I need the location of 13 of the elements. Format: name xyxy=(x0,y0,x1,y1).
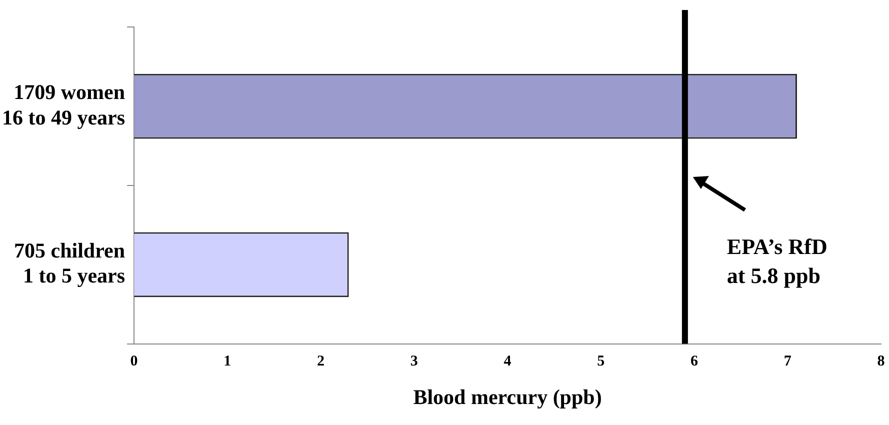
x-tick-label: 3 xyxy=(410,354,418,370)
x-tick-label: 2 xyxy=(317,354,325,370)
x-tick-label: 8 xyxy=(877,354,885,370)
x-tick-label: 6 xyxy=(690,354,699,370)
x-tick-label: 4 xyxy=(504,354,512,370)
x-tick-label: 0 xyxy=(130,354,138,370)
x-tick-label: 1 xyxy=(224,354,232,370)
x-axis-title: Blood mercury (ppb) xyxy=(413,384,602,409)
y-tick-label: 705 children 1 to 5 years xyxy=(14,238,126,288)
x-tick-label: 7 xyxy=(784,354,792,370)
y-tick-label: 1709 women 16 to 49 years xyxy=(2,80,126,130)
ref-line-label: EPA’s RfD at 5.8 ppb xyxy=(726,234,828,288)
x-tick-label: 5 xyxy=(597,354,605,370)
